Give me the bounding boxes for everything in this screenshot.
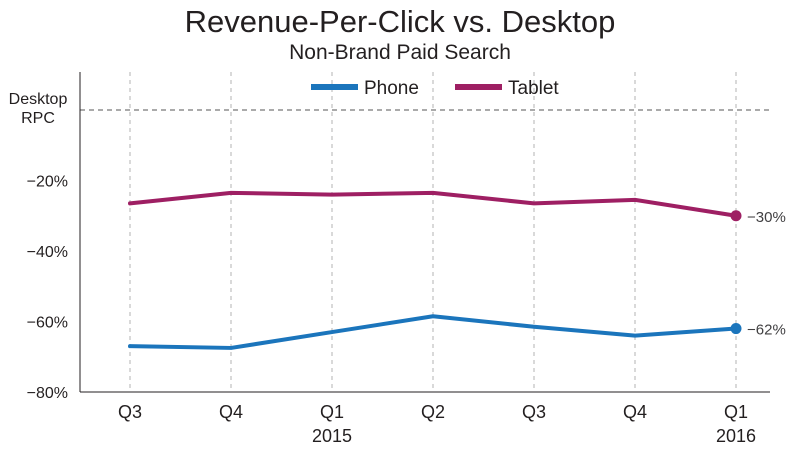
x-tick-label: Q3 — [118, 402, 142, 422]
phone-series-line — [128, 314, 738, 350]
x-tick-label: Q2 — [421, 402, 445, 422]
y-axis-labels: Desktop RPC −20% −40% −60% −80% — [9, 91, 68, 402]
y-tick-label: −20% — [27, 174, 68, 191]
legend: Phone Tablet — [311, 78, 559, 99]
phone-end-point — [730, 323, 742, 335]
x-year-label: 2016 — [716, 426, 756, 446]
x-tick-label: Q4 — [623, 402, 647, 422]
x-year-label: 2015 — [312, 426, 352, 446]
chart-subtitle: Non-Brand Paid Search — [289, 41, 511, 64]
tablet-series-line — [128, 190, 738, 218]
x-tick-label: Q3 — [522, 402, 546, 422]
x-tick-label: Q4 — [219, 402, 243, 422]
tablet-end-label: −30% — [747, 209, 786, 226]
y-tick-label: −40% — [27, 244, 68, 261]
phone-legend-label: Phone — [364, 78, 419, 99]
series-lines: −62% −30% — [128, 190, 786, 350]
x-axis-labels: Q3 Q4 Q1 2015 Q2 Q3 Q4 Q1 2016 — [118, 402, 756, 446]
grid-lines — [80, 72, 770, 392]
x-tick-label: Q1 — [724, 402, 748, 422]
chart-title: Revenue-Per-Click vs. Desktop — [184, 4, 616, 39]
y-tick-label: Desktop RPC — [9, 91, 68, 127]
phone-end-label: −62% — [747, 322, 786, 339]
y-tick-label: −60% — [27, 315, 68, 332]
tablet-legend-label: Tablet — [508, 78, 559, 99]
axes — [79, 72, 770, 393]
tablet-end-point — [730, 210, 742, 222]
y-tick-label: −80% — [27, 385, 68, 402]
x-tick-label: Q1 — [320, 402, 344, 422]
